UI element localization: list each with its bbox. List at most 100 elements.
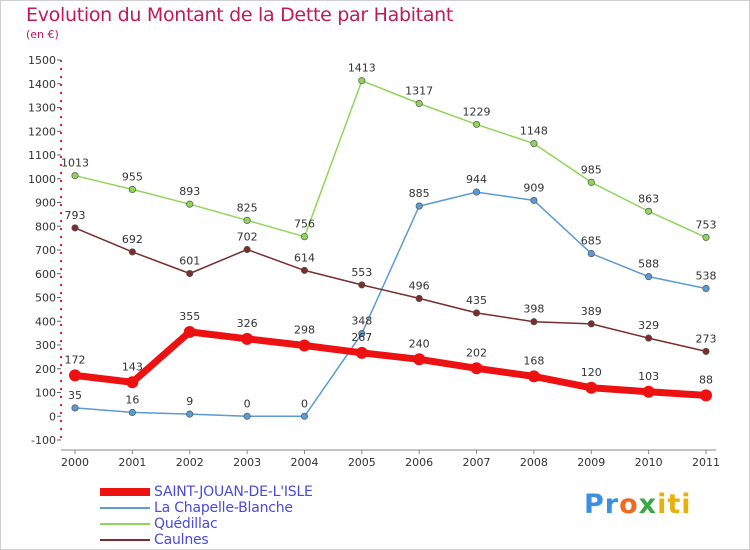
data-point [472, 188, 481, 196]
data-point [243, 245, 251, 254]
data-label: 298 [294, 323, 315, 336]
legend-swatch [100, 507, 150, 509]
x-tick-label: 2009 [577, 456, 605, 469]
data-point [300, 266, 309, 274]
y-tick-label: -100 [31, 434, 56, 447]
x-tick-label: 2005 [348, 456, 376, 469]
data-label: 538 [696, 269, 717, 282]
series-line [71, 328, 710, 399]
data-label: 1148 [520, 125, 548, 138]
data-point [587, 320, 595, 328]
data-label: 1229 [463, 105, 491, 118]
data-point [358, 281, 366, 289]
y-tick-label: 1100 [28, 149, 56, 162]
x-tick-label: 2001 [118, 456, 146, 469]
data-point [71, 404, 79, 412]
data-label: 1317 [405, 84, 433, 97]
data-label: 35 [68, 389, 82, 402]
data-point [415, 202, 423, 210]
data-point [300, 412, 309, 420]
x-tick-label: 2000 [61, 456, 89, 469]
series-caulnes [71, 224, 710, 355]
chart-title: Evolution du Montant de la Dette par Hab… [26, 4, 454, 26]
x-tick-label: 2008 [520, 456, 548, 469]
data-label: 702 [237, 231, 258, 244]
y-tick-label: 1300 [28, 102, 56, 115]
data-label: 985 [581, 163, 602, 176]
data-point [358, 77, 366, 85]
data-point [183, 325, 196, 338]
legend-label: SAINT-JOUAN-DE-L'ISLE [154, 484, 313, 500]
x-tick-label: 2007 [463, 456, 491, 469]
y-tick-label: 800 [35, 220, 56, 233]
chart-subtitle: (en €) [26, 28, 59, 41]
data-point [700, 389, 712, 402]
data-label: 885 [409, 187, 430, 200]
legend-label: Quédillac [154, 516, 218, 532]
y-tick-label: 500 [35, 292, 56, 305]
data-point [642, 385, 655, 398]
data-point [126, 376, 139, 389]
data-label: 120 [581, 366, 602, 379]
x-tick-label: 2003 [233, 456, 261, 469]
data-point [645, 207, 653, 215]
data-label: 753 [696, 218, 717, 231]
y-tick-label: 600 [35, 268, 56, 281]
data-point [702, 284, 710, 293]
series-layer [69, 77, 712, 420]
data-label: 909 [523, 181, 544, 194]
data-label: 614 [294, 251, 315, 264]
line-chart: -100010020030040050060070080090010001100… [28, 54, 720, 469]
data-label: 955 [122, 170, 143, 183]
y-tick-label: 300 [35, 339, 56, 352]
data-point [645, 334, 653, 342]
data-point [186, 269, 194, 278]
data-point [645, 273, 653, 281]
data-labels-layer: 1013 955 893 825 756 1413 1317 1229 1148 985 863 75… [61, 62, 717, 411]
y-tick-label: 700 [35, 244, 56, 257]
data-label: 692 [122, 233, 143, 246]
data-point [702, 233, 710, 241]
y-tick-label: 1200 [28, 125, 56, 138]
y-tick-label: 900 [35, 197, 56, 210]
data-point [530, 140, 538, 148]
y-tick-label: 1000 [28, 173, 56, 186]
data-label: 1013 [61, 157, 89, 170]
data-point [415, 294, 423, 303]
data-point [530, 196, 538, 204]
data-label: 172 [65, 353, 86, 366]
proxiti-logo: Proxiti [584, 489, 692, 520]
data-point [128, 185, 136, 193]
data-label: 0 [301, 397, 308, 410]
data-label: 143 [122, 360, 143, 373]
data-label: 240 [409, 337, 430, 350]
series-saint-jouan-de-l-isle [69, 325, 712, 402]
data-point [300, 233, 309, 241]
y-tick-label: 1400 [28, 78, 56, 91]
data-point [355, 346, 368, 359]
y-tick-label: 400 [35, 315, 56, 328]
data-point [128, 248, 136, 256]
data-point [527, 370, 540, 383]
data-point [702, 347, 710, 355]
data-point [413, 353, 426, 366]
data-label: 685 [581, 235, 602, 248]
data-label: 1413 [348, 62, 376, 75]
data-label: 88 [699, 373, 713, 386]
data-point [128, 408, 136, 417]
series-quedillac [71, 77, 710, 241]
data-label: 355 [179, 310, 200, 323]
data-point [186, 200, 194, 208]
data-label: 0 [244, 397, 251, 410]
x-tick-label: 2004 [290, 456, 318, 469]
data-label: 793 [65, 209, 86, 222]
legend-label: La Chapelle-Blanche [154, 500, 293, 516]
data-point [298, 339, 311, 352]
data-point [71, 172, 79, 180]
data-label: 326 [237, 317, 258, 330]
x-tick-label: 2006 [405, 456, 433, 469]
data-label: 398 [523, 303, 544, 316]
logo-part-2: o [619, 489, 639, 520]
legend-label: Caulnes [154, 532, 209, 548]
